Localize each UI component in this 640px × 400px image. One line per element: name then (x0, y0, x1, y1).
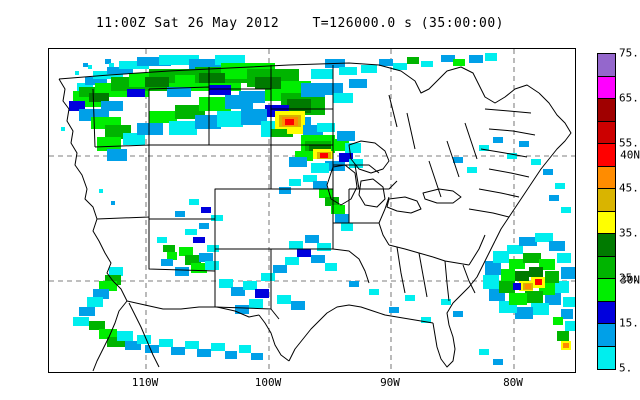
border-mexico (126, 300, 260, 318)
colorbar-band-5-10 (598, 346, 615, 369)
state-boundaries (92, 65, 536, 320)
coastline-gulf (288, 304, 434, 362)
colorbar-band-65-70 (598, 76, 615, 99)
precip-nebraska-iowa (289, 123, 363, 173)
colorbar-band-70-75 (598, 54, 615, 77)
border-canada-west (58, 63, 320, 80)
x-axis-tick-80w: 80W (503, 376, 523, 389)
border-great-lakes (318, 62, 540, 104)
colorbar-band-15-20 (598, 301, 615, 324)
colorbar-tick-65: 65. (619, 91, 639, 105)
coastline-mexico-east (258, 314, 290, 362)
coastline-gulf-california (128, 302, 160, 368)
precipitation-field (61, 53, 575, 365)
x-axis-tick-110w: 110W (131, 376, 159, 389)
colorbar-tick-15: 15. (619, 316, 639, 330)
colorbar-band-30-35 (598, 234, 615, 257)
coastline-pacific (58, 78, 128, 302)
precip-upper-midwest-fringe (311, 53, 497, 103)
precip-tropical-cyclone (483, 233, 575, 350)
colorbar-tick-5: 5. (619, 361, 633, 375)
y-axis-tick-40n: 40N (620, 148, 640, 162)
colorbar-band-10-15 (598, 324, 615, 347)
colorbar-tick-45: 45. (619, 181, 639, 195)
y-axis-tick-30n: 30N (620, 273, 640, 287)
colorbar-band-50-55 (598, 144, 615, 167)
colorbar-tick-55: 55. (619, 136, 639, 150)
colorbar-band-20-25 (598, 279, 615, 302)
coastline-southeast (432, 240, 496, 368)
precip-central-plains (279, 175, 353, 231)
map-geography (58, 62, 572, 372)
coastline-baja (92, 300, 128, 372)
colorbar-band-35-40 (598, 211, 615, 234)
colorbar-band-45-50 (598, 166, 615, 189)
map-canvas (49, 49, 575, 372)
colorbar-band-60-65 (598, 99, 615, 122)
x-axis-tick-100w: 100W (254, 376, 282, 389)
coastline-northeast (494, 92, 572, 242)
colorbar-tick-75: 75. (619, 46, 639, 60)
colorbar-band-40-45 (598, 189, 615, 212)
figure-title: 11:00Z Sat 26 May 2012 T=126000.0 s (35:… (95, 16, 504, 31)
precip-southern-plains (73, 199, 337, 360)
map-plot-area (48, 48, 576, 373)
precip-pacific-northwest (61, 59, 115, 205)
great-lakes (326, 140, 462, 214)
x-axis-tick-90w: 90W (380, 376, 400, 389)
reflectivity-colorbar (597, 53, 616, 370)
colorbar-tick-35: 35. (619, 226, 639, 240)
precip-mid-atlantic (453, 137, 571, 213)
colorbar-tick-25: 25. (619, 271, 639, 285)
colorbar-band-55-60 (598, 121, 615, 144)
colorbar-band-25-30 (598, 256, 615, 279)
precip-gulf-florida (349, 281, 503, 365)
